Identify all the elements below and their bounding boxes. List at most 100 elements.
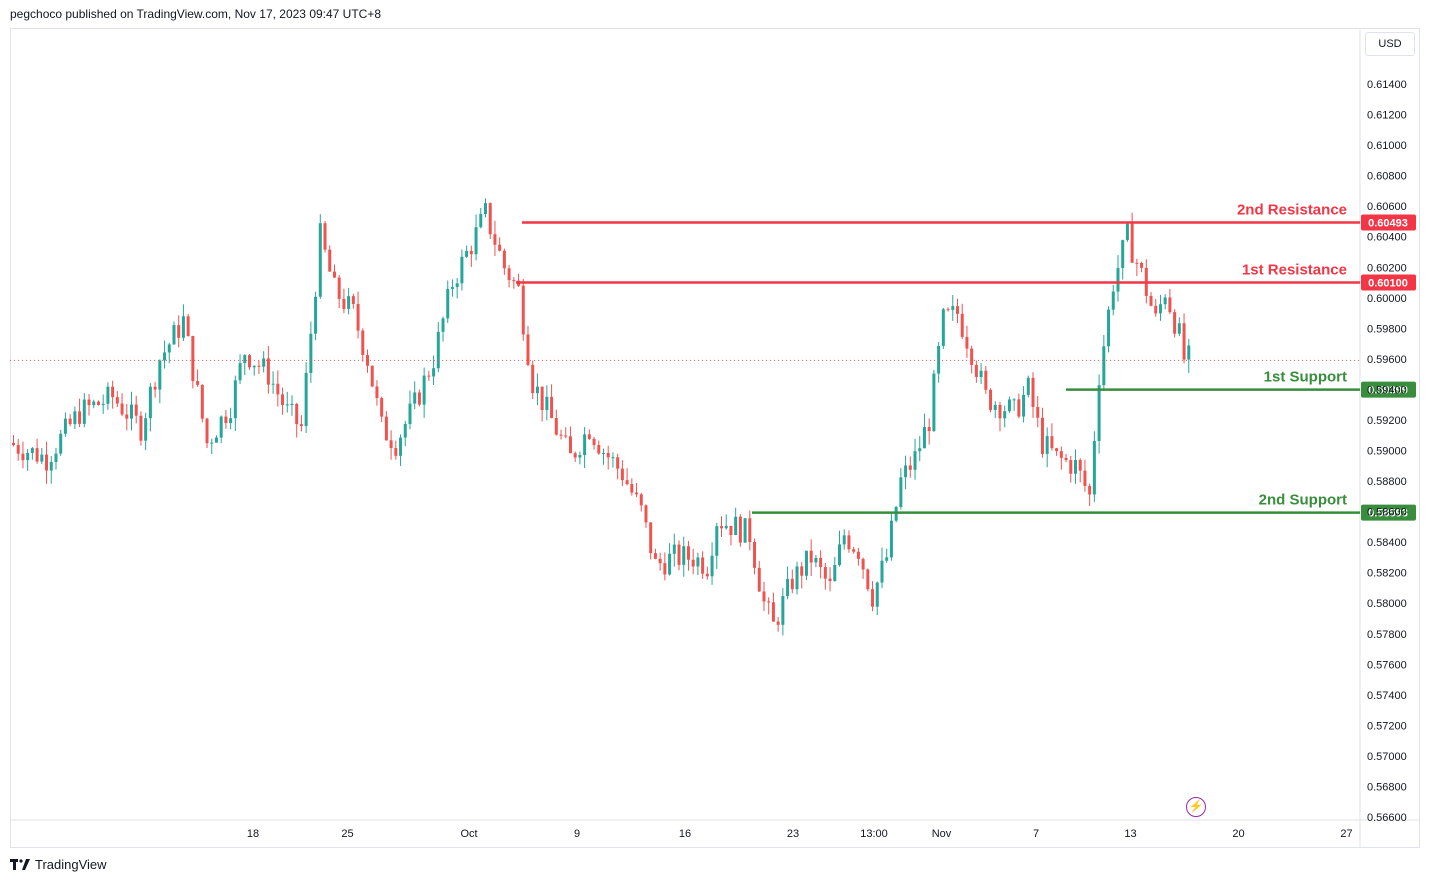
candle-down <box>366 355 369 366</box>
candle-down <box>573 453 577 458</box>
candle-up <box>743 518 747 543</box>
candle-down <box>35 448 39 462</box>
candle-up <box>1116 268 1120 292</box>
candle-down <box>625 480 629 485</box>
candle-up <box>1163 297 1167 305</box>
candle-down <box>649 522 653 554</box>
candle-down <box>512 280 516 282</box>
candle-down <box>635 492 639 495</box>
candle-up <box>795 566 799 590</box>
price-tag-label: 0.60100 <box>1368 278 1408 290</box>
candle-down <box>1154 305 1158 314</box>
candle-down <box>691 559 695 567</box>
candle-down <box>380 398 384 417</box>
candle-up <box>130 404 133 419</box>
candle-down <box>762 591 766 602</box>
candle-down <box>295 403 299 425</box>
candle-down <box>1078 460 1082 471</box>
candle-down <box>956 306 959 314</box>
x-tick-label: 13:00 <box>860 828 888 840</box>
candle-down <box>771 602 775 622</box>
candle-down <box>828 578 832 582</box>
candle-down <box>1088 485 1092 495</box>
candle-up <box>1026 377 1030 395</box>
candle-down <box>1140 262 1144 268</box>
candle-down <box>554 418 558 435</box>
candle-down <box>16 445 20 454</box>
candle-down <box>658 558 662 564</box>
candle-up <box>682 546 686 565</box>
candle-up <box>54 453 58 463</box>
level-label: 2nd Support <box>1259 492 1347 509</box>
candle-down <box>776 621 780 625</box>
candle-down <box>1182 323 1186 360</box>
candle-down <box>498 244 502 251</box>
candle-up <box>318 223 322 297</box>
candle-up <box>474 227 478 255</box>
candle-up <box>484 203 487 214</box>
candle-up <box>432 368 436 377</box>
candle-down <box>139 415 143 441</box>
candle-down <box>186 316 190 337</box>
candle-down <box>856 551 860 559</box>
candle-down <box>998 404 1002 419</box>
candle-up <box>922 427 926 449</box>
x-tick-label: 13 <box>1124 828 1136 840</box>
candle-down <box>531 364 535 394</box>
candle-down <box>96 401 100 405</box>
candle-up <box>30 448 34 453</box>
candle-up <box>937 345 941 374</box>
candle-up <box>214 437 218 443</box>
candle-down <box>125 414 129 419</box>
y-tick-label: 0.56800 <box>1367 781 1407 793</box>
candle-up <box>602 452 605 454</box>
candle-down <box>927 427 931 432</box>
flash-icon[interactable]: ⚡ <box>1186 797 1206 817</box>
footer-brand[interactable]: TradingView <box>10 857 107 872</box>
candle-up <box>172 325 176 345</box>
candle-down <box>1069 460 1073 474</box>
candle-up <box>403 423 407 438</box>
candle-up <box>252 365 256 368</box>
candle-up <box>578 455 582 458</box>
candle-down <box>800 566 804 576</box>
y-tick-label: 0.57400 <box>1367 690 1407 702</box>
y-tick-label: 0.61000 <box>1367 140 1407 152</box>
y-tick-label: 0.59000 <box>1367 446 1407 458</box>
candle-up <box>668 553 672 575</box>
candle-up <box>167 344 171 353</box>
x-tick-label: 25 <box>341 828 353 840</box>
candle-down <box>1055 448 1059 452</box>
candle-down <box>1173 312 1177 334</box>
candle-down <box>1130 223 1134 263</box>
candle-up <box>304 372 308 427</box>
candle-up <box>1022 394 1026 417</box>
x-tick-label: 9 <box>574 828 580 840</box>
candle-up <box>290 403 294 405</box>
level-label: 1st Support <box>1264 369 1347 386</box>
candle-up <box>1097 385 1101 441</box>
candle-down <box>488 203 492 235</box>
candle-up <box>583 434 587 456</box>
y-tick-label: 0.59200 <box>1367 415 1407 427</box>
currency-button[interactable]: USD <box>1365 32 1415 56</box>
y-tick-label: 0.58600 <box>1367 507 1407 519</box>
candle-down <box>757 567 761 592</box>
candle-down <box>1149 295 1153 306</box>
candle-down <box>1083 470 1087 486</box>
y-tick-label: 0.60600 <box>1367 201 1407 213</box>
candle-down <box>852 549 856 552</box>
candle-up <box>233 380 237 419</box>
candle-up <box>49 462 53 471</box>
y-tick-label: 0.61200 <box>1367 110 1407 122</box>
candle-down <box>819 557 823 568</box>
candle-down <box>45 454 49 471</box>
candle-up <box>814 557 818 563</box>
candle-down <box>276 383 280 395</box>
candle-up <box>1007 399 1011 412</box>
candle-down <box>701 557 705 574</box>
candle-down <box>616 457 620 469</box>
y-tick-label: 0.61400 <box>1367 79 1407 91</box>
candle-up <box>1111 291 1115 310</box>
